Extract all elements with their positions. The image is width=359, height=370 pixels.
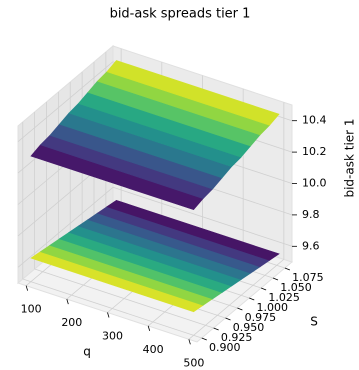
grid-line — [112, 186, 293, 247]
tick-mark — [107, 312, 110, 318]
z-tick-label: 9.8 — [302, 208, 320, 221]
y-tick-label: 1.000 — [257, 301, 289, 314]
grid-line — [34, 268, 214, 329]
x-tick-label: 100 — [21, 303, 42, 316]
tick-mark — [284, 267, 291, 271]
grid-line — [22, 278, 202, 339]
x-tick-label: 300 — [102, 330, 123, 343]
y-tick-label: 0.925 — [221, 331, 253, 344]
y-tick-label: 0.900 — [209, 341, 241, 354]
x-tick-label: 200 — [61, 316, 82, 329]
y-tick-label: 1.025 — [268, 291, 300, 304]
tick-mark — [272, 277, 279, 281]
grid-line — [17, 186, 114, 268]
tick-mark — [188, 339, 191, 345]
z-tick-label: 10.0 — [302, 177, 327, 190]
chart-title: bid-ask spreads tier 1 — [110, 7, 251, 22]
tick-mark — [237, 307, 243, 311]
z-tick-label: 10.2 — [302, 145, 327, 158]
x-tick-label: 500 — [183, 356, 204, 369]
grid-line — [188, 259, 285, 340]
y-tick-label: 1.075 — [292, 271, 324, 284]
tick-mark — [201, 337, 207, 341]
tick-mark — [249, 297, 255, 301]
tick-mark — [260, 287, 267, 291]
grid-line — [17, 61, 114, 143]
surface-patch — [106, 60, 280, 126]
x-axis-label: q — [83, 345, 91, 359]
z-tick-label: 10.4 — [302, 114, 327, 127]
tick-mark — [225, 317, 231, 321]
z-tick-label: 9.6 — [302, 239, 320, 252]
tick-mark — [213, 327, 219, 331]
y-tick-label: 0.975 — [245, 311, 277, 324]
surface-patch — [106, 199, 280, 261]
z-axis-label: bid-ask tier 1 — [343, 118, 357, 197]
y-tick-label: 1.050 — [280, 281, 312, 294]
tick-mark — [25, 285, 29, 291]
y-tick-label: 0.950 — [233, 321, 265, 334]
tick-mark — [66, 298, 69, 305]
tick-mark — [147, 325, 151, 332]
y-axis-label: S — [310, 315, 318, 329]
x-tick-label: 400 — [143, 343, 164, 356]
